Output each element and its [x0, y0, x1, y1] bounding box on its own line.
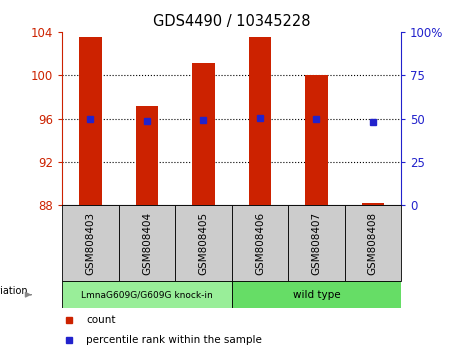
Text: GSM808406: GSM808406: [255, 212, 265, 275]
Text: count: count: [86, 315, 115, 325]
Bar: [231, 205, 288, 281]
Bar: [118, 205, 175, 281]
Text: percentile rank within the sample: percentile rank within the sample: [86, 335, 262, 345]
Text: GSM808404: GSM808404: [142, 212, 152, 275]
Text: LmnaG609G/G609G knock-in: LmnaG609G/G609G knock-in: [81, 290, 213, 299]
Text: GSM808405: GSM808405: [198, 212, 208, 275]
Text: GSM808403: GSM808403: [85, 212, 95, 275]
Bar: [79, 37, 102, 205]
Bar: [175, 205, 231, 281]
Bar: [62, 205, 118, 281]
Title: GDS4490 / 10345228: GDS4490 / 10345228: [153, 14, 310, 29]
Text: GSM808408: GSM808408: [368, 212, 378, 275]
Text: genotype/variation: genotype/variation: [0, 286, 28, 296]
Bar: [192, 63, 215, 205]
Bar: [344, 205, 401, 281]
Bar: [305, 75, 328, 205]
Bar: [136, 105, 158, 205]
Bar: [248, 37, 271, 205]
Text: wild type: wild type: [293, 290, 340, 300]
Bar: [231, 281, 401, 308]
Bar: [62, 281, 231, 308]
Bar: [288, 205, 344, 281]
Text: GSM808407: GSM808407: [311, 212, 321, 275]
Bar: [361, 203, 384, 205]
